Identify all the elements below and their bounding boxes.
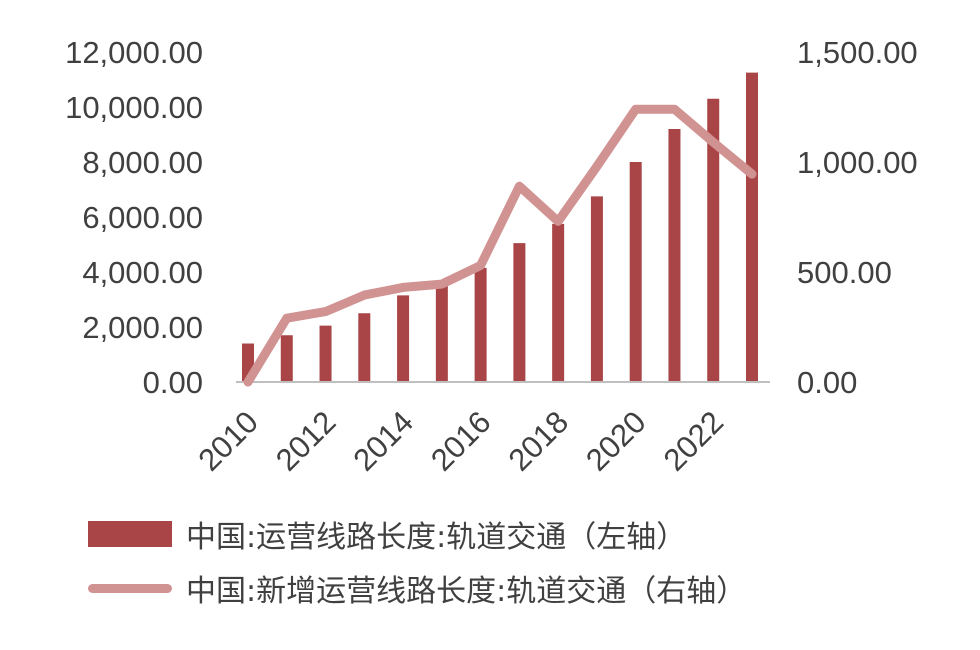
x-tick-label: 2020 [579,404,653,478]
legend-swatch-bar [88,521,172,547]
bar-2017 [513,243,526,382]
left-tick-label: 12,000.00 [65,35,203,70]
x-tick-label: 2014 [347,404,421,478]
left-tick-label: 2,000.00 [82,310,203,345]
legend-item-bar: 中国:运营线路长度:轨道交通（左轴） [88,508,746,560]
left-tick-label: 8,000.00 [82,145,203,180]
bar-2012 [319,325,332,382]
left-tick-label: 6,000.00 [82,200,203,235]
legend: 中国:运营线路长度:轨道交通（左轴） 中国:新增运营线路长度:轨道交通（右轴） [88,508,746,614]
left-tick-label: 4,000.00 [82,255,203,290]
right-tick-label: 500.00 [797,255,892,290]
left-tick-label: 0.00 [143,365,203,400]
x-axis: 2010 2012 2014 2016 2018 2020 2022 [191,404,730,478]
right-tick-label: 1,500.00 [797,35,918,70]
bar-2021 [668,129,681,382]
line-series [243,104,757,387]
x-tick-label: 2010 [191,404,265,478]
bar-2011 [280,335,293,382]
legend-label-line: 中国:新增运营线路长度:轨道交通（右轴） [186,574,747,609]
bar-2018 [552,223,565,382]
x-tick-label: 2018 [502,404,576,478]
bar-2020 [629,162,642,382]
bar-2022 [707,98,720,382]
bar-2019 [590,196,603,382]
bar-2023 [746,72,758,382]
right-tick-label: 1,000.00 [797,145,918,180]
left-tick-label: 10,000.00 [65,90,203,125]
bar-2015 [435,283,448,382]
legend-item-line: 中国:新增运营线路长度:轨道交通（右轴） [88,562,746,614]
x-tick-label: 2016 [424,404,498,478]
bar-2016 [474,267,487,382]
bar-series [242,72,758,382]
legend-swatch-line [88,583,172,593]
right-axis: 0.00 500.00 1,000.00 1,500.00 [797,35,918,400]
bar-2014 [397,295,410,382]
bar-2013 [358,313,371,382]
x-tick-label: 2022 [657,404,731,478]
legend-label-bar: 中国:运营线路长度:轨道交通（左轴） [186,520,687,555]
right-tick-label: 0.00 [797,365,857,400]
x-tick-label: 2012 [269,404,343,478]
left-axis: 0.00 2,000.00 4,000.00 6,000.00 8,000.00 10,0… [65,35,203,400]
